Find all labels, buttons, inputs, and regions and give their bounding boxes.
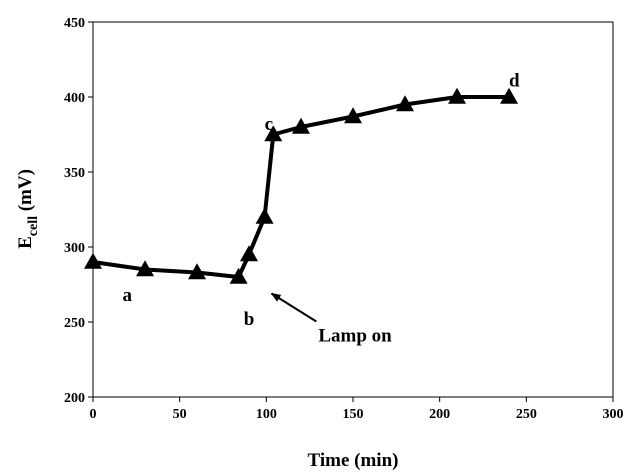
annotation-a: a <box>122 285 132 306</box>
data-point-marker <box>448 87 466 104</box>
data-point-marker <box>84 252 102 269</box>
annotation-d: d <box>509 71 520 92</box>
y-tick-label: 350 <box>64 166 85 181</box>
series-layer <box>84 87 518 284</box>
x-axis: 0 50 100 150 200 250 300 <box>90 397 624 422</box>
x-tick-label: 250 <box>516 407 537 422</box>
data-point-marker <box>344 107 362 124</box>
lamp-on-arrow <box>270 292 317 323</box>
data-point-marker <box>255 207 274 224</box>
y-tick-label: 200 <box>64 391 85 406</box>
annotation-lamp-on: Lamp on <box>318 326 392 347</box>
x-tick-label: 50 <box>173 407 187 422</box>
data-point-marker <box>264 125 283 142</box>
annotation-b: b <box>244 309 255 330</box>
data-point-marker <box>229 267 248 284</box>
annotation-c: c <box>265 114 273 135</box>
x-tick-label: 100 <box>256 407 277 422</box>
data-point-marker <box>136 260 154 277</box>
y-tick-label: 400 <box>64 91 85 106</box>
series-line <box>91 95 511 279</box>
y-axis: 200 250 300 350 400 450 <box>64 16 93 406</box>
y-tick-label: 450 <box>64 16 85 31</box>
annotation-layer: a b c d Lamp on <box>122 71 520 347</box>
y-tick-label: 300 <box>64 241 85 256</box>
data-point-marker <box>240 245 258 262</box>
x-tick-label: 150 <box>343 407 364 422</box>
y-tick-label: 250 <box>64 316 85 331</box>
data-point-marker <box>292 117 310 134</box>
data-point-marker <box>188 263 206 280</box>
x-tick-label: 200 <box>429 407 450 422</box>
data-point-marker <box>396 95 414 112</box>
data-point-marker <box>500 87 518 104</box>
y-axis-title: Ecell (mV) <box>15 169 41 249</box>
x-axis-title: Time (min) <box>308 450 399 471</box>
x-tick-label: 0 <box>90 407 97 422</box>
y-axis-subscript: cell <box>26 216 41 236</box>
x-tick-label: 300 <box>603 407 624 422</box>
